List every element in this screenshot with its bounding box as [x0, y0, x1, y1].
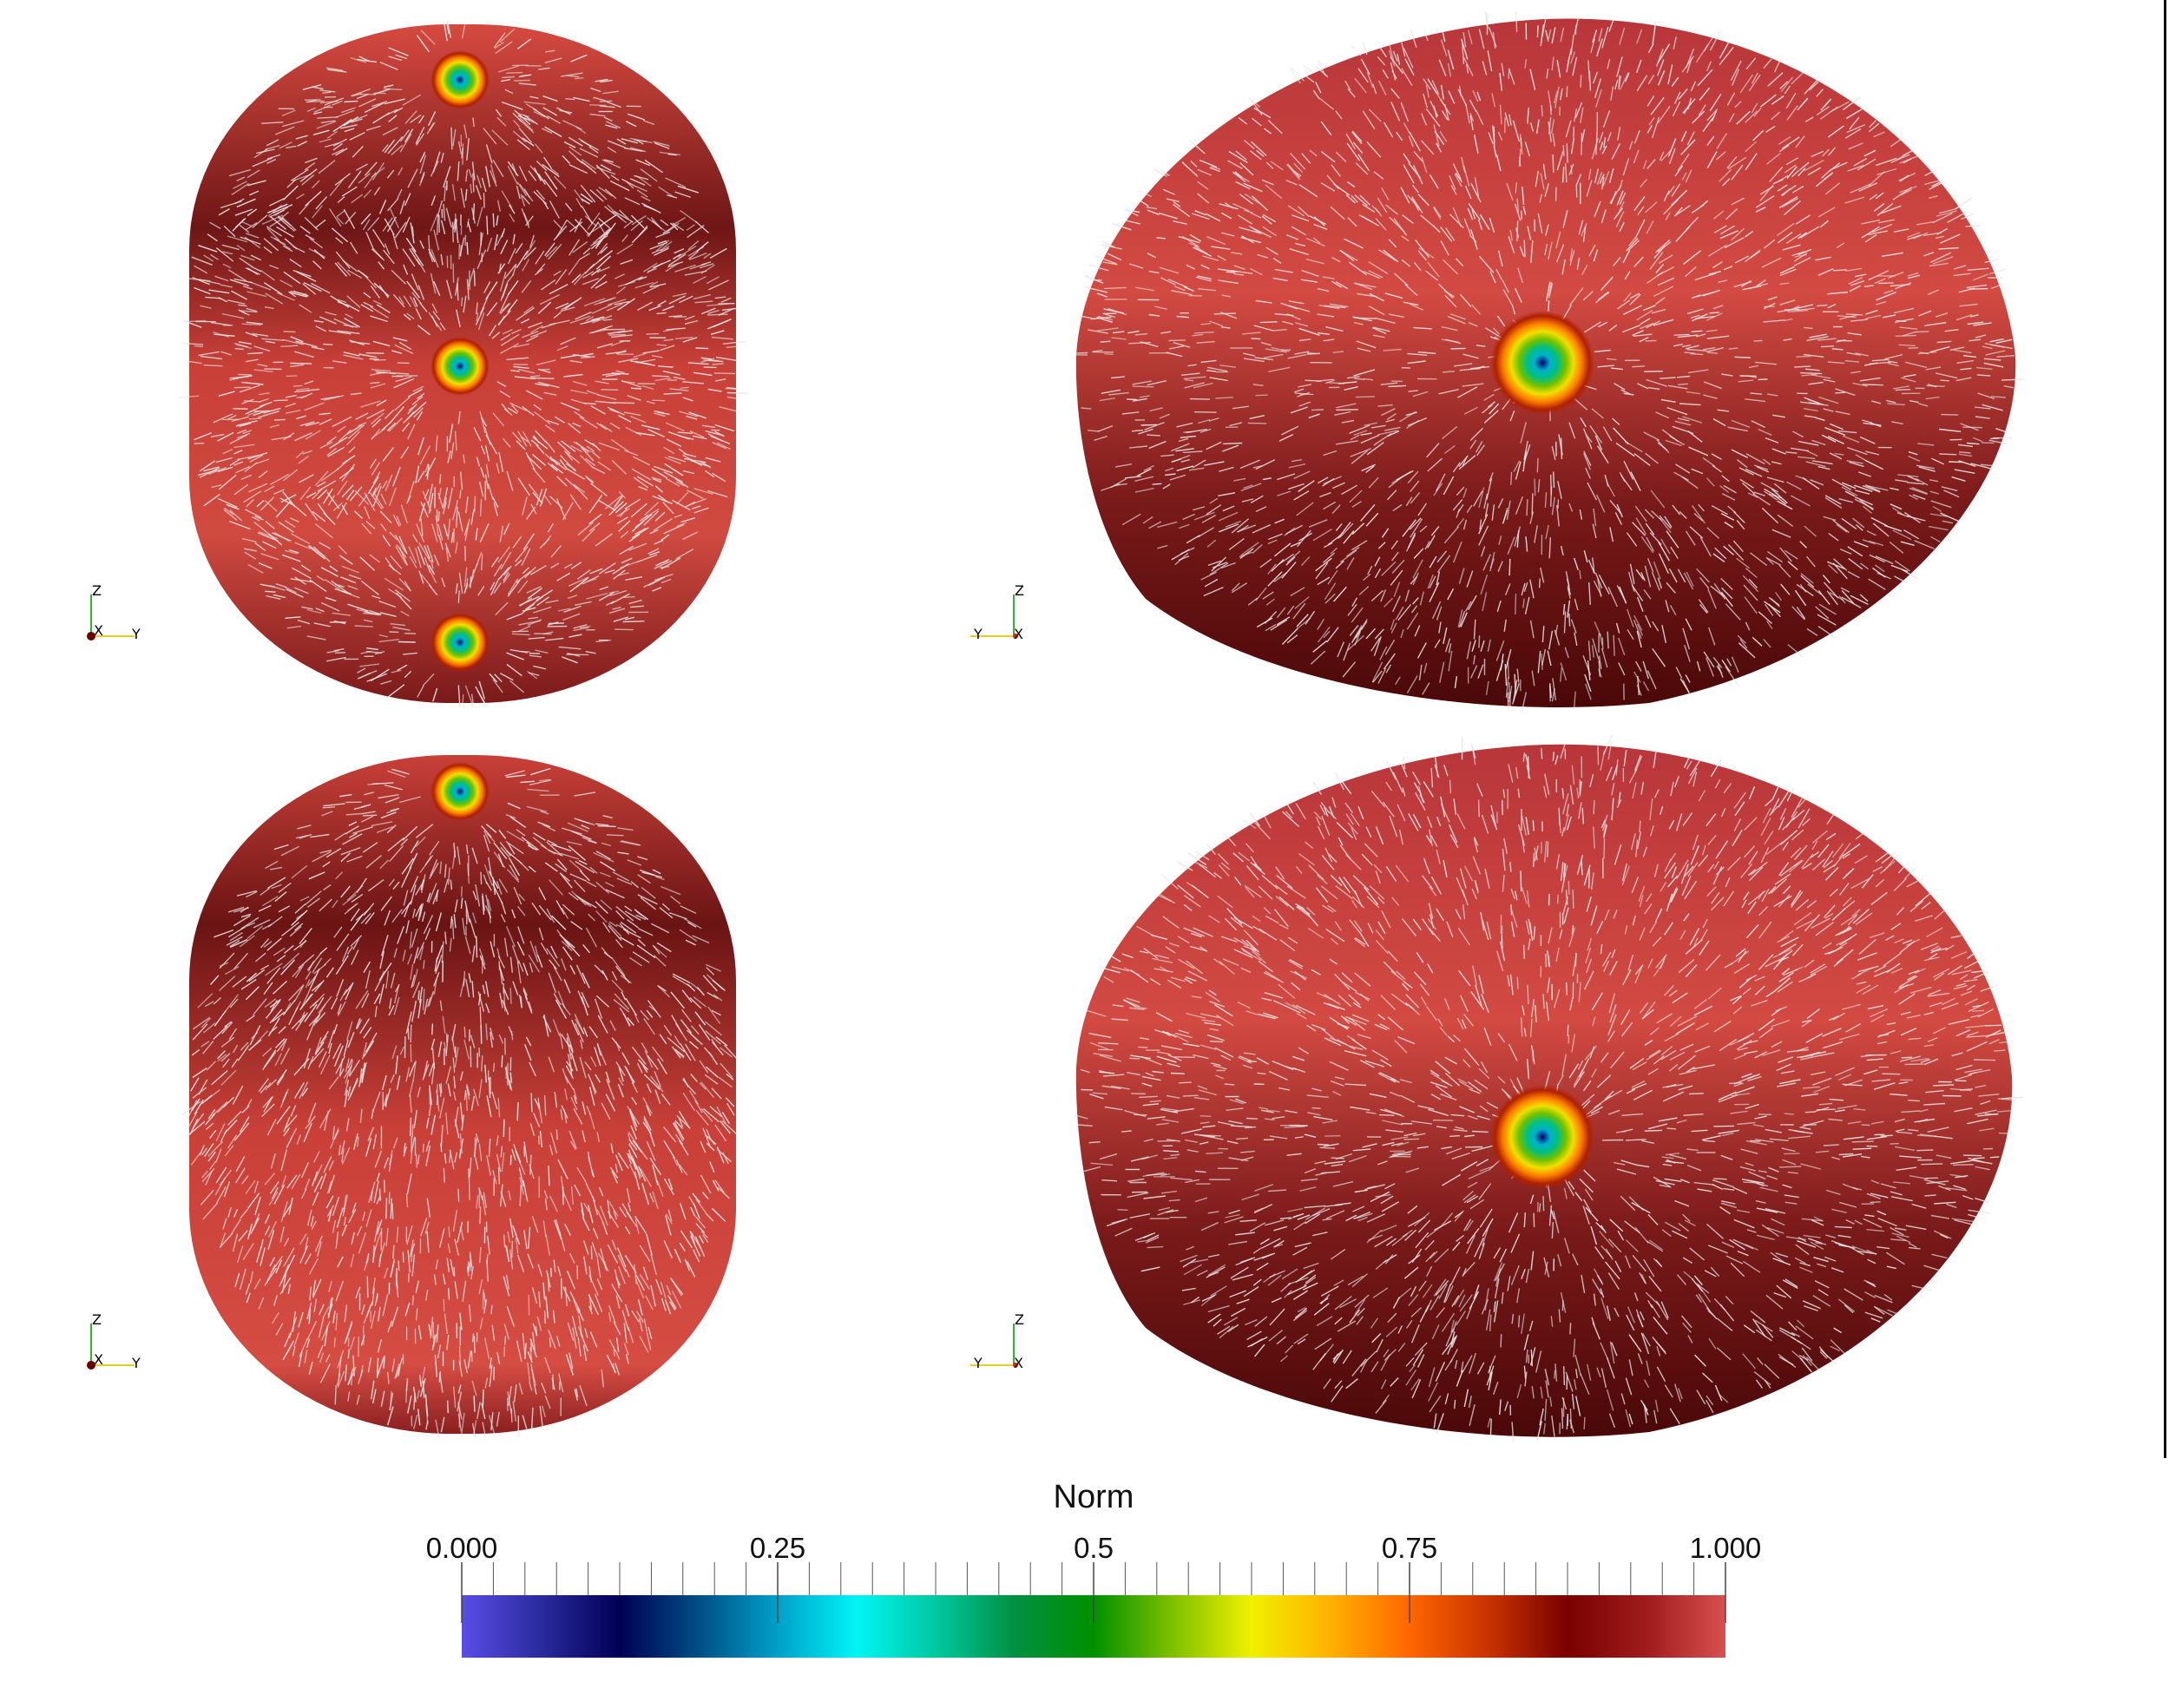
singularity-spot	[431, 613, 490, 672]
window-edge	[2164, 0, 2166, 1458]
colorbar-tick-label: 0.75	[1382, 1532, 1437, 1564]
view-bottom-right	[1074, 735, 2024, 1442]
vector-glyphs	[1074, 735, 2024, 1442]
singularity-spot	[431, 337, 490, 396]
colorbar-tick-label: 0.25	[750, 1532, 805, 1564]
axis-label-z: Z	[1015, 1311, 1024, 1328]
axis-label-x: X	[94, 1351, 103, 1368]
axis-label-x: X	[1014, 1355, 1023, 1371]
color-legend: Norm 0.000 0.25 0.5 0.75 1.000	[426, 1479, 1762, 1658]
orientation-axes-top-left: Z X Y	[87, 582, 141, 642]
axis-label-y: Y	[131, 1355, 141, 1371]
axis-label-x: X	[1014, 626, 1023, 642]
axis-label-z: Z	[92, 582, 102, 599]
colorbar-tick-label: 0.000	[426, 1532, 498, 1564]
vector-glyphs	[1075, 10, 2024, 713]
vector-glyphs	[178, 20, 748, 707]
singularity-spot	[431, 762, 490, 821]
view-top-left	[178, 20, 748, 707]
orientation-axes-bottom-left: Z X Y	[87, 1311, 141, 1371]
axis-label-y: Y	[973, 626, 983, 642]
axis-label-z: Z	[1015, 582, 1024, 599]
singularity-spot	[431, 50, 490, 109]
axis-label-y: Y	[131, 626, 141, 642]
view-bottom-left	[181, 755, 739, 1440]
axis-label-y: Y	[973, 1355, 983, 1371]
colorbar-tick-label: 1.000	[1690, 1532, 1762, 1564]
axis-label-x: X	[94, 622, 103, 639]
orientation-axes-bottom-right: Z Y X	[970, 1311, 1024, 1371]
axis-label-z: Z	[92, 1311, 102, 1328]
colorbar-tick-labels: 0.000 0.25 0.5 0.75 1.000	[426, 1532, 1762, 1623]
colorbar-tick-label: 0.5	[1074, 1532, 1114, 1564]
singularity-spot	[1490, 1085, 1594, 1189]
singularity-spot	[1490, 311, 1594, 415]
surface-capsule	[189, 755, 736, 1434]
view-top-right	[1075, 10, 2024, 713]
orientation-axes-top-right: Z Y X	[970, 582, 1024, 642]
colorbar-title: Norm	[1054, 1479, 1134, 1515]
vector-glyphs	[181, 767, 739, 1440]
